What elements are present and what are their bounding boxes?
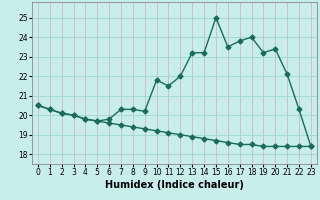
X-axis label: Humidex (Indice chaleur): Humidex (Indice chaleur): [105, 180, 244, 190]
